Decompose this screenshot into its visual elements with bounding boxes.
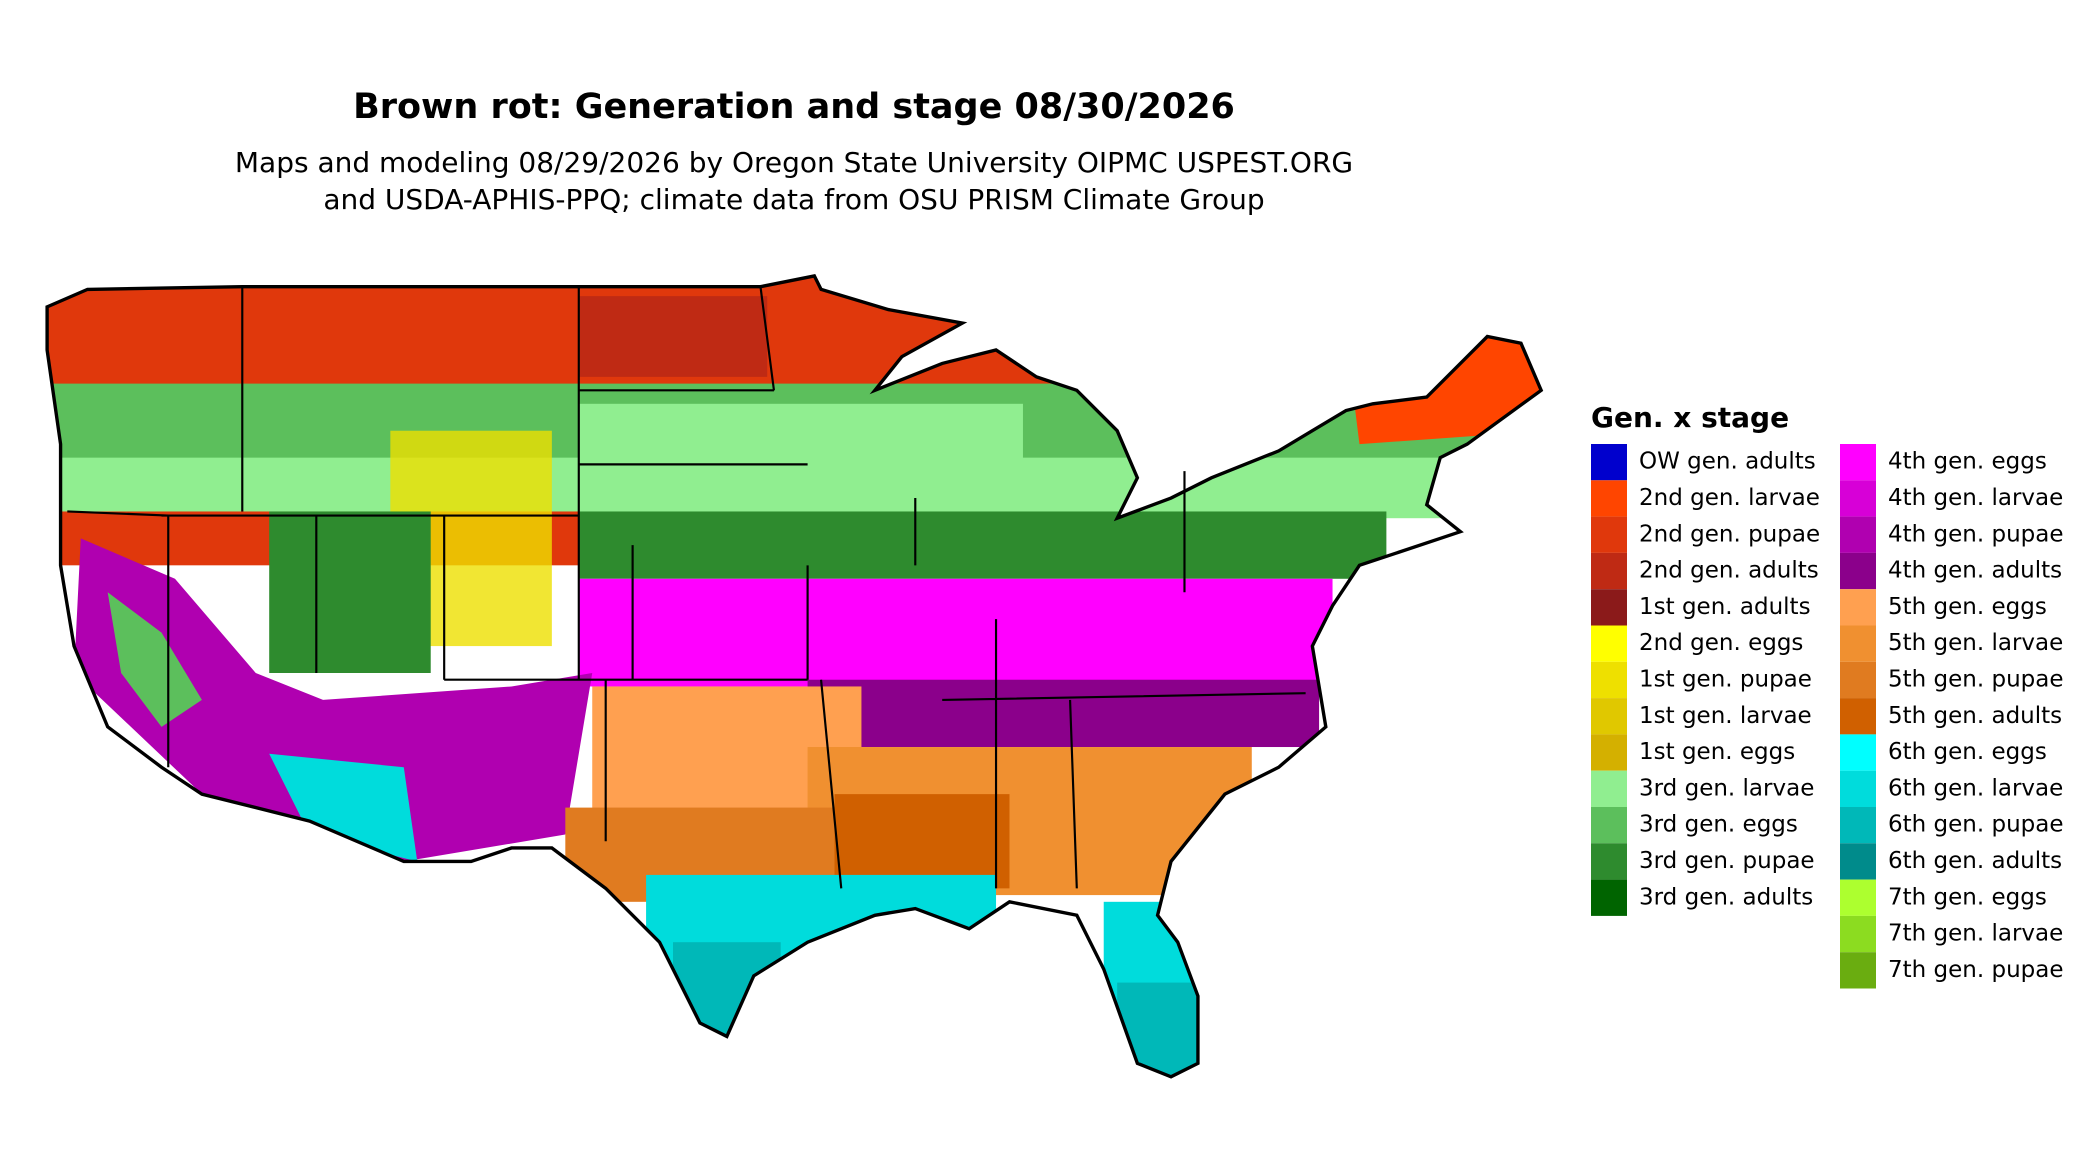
legend-label: 5th gen. adults bbox=[1888, 703, 2062, 729]
legend-swatch bbox=[1840, 552, 1876, 590]
legend-swatch bbox=[1840, 770, 1876, 807]
legend-label: 7th gen. larvae bbox=[1888, 921, 2063, 947]
legend-swatch bbox=[1840, 698, 1876, 735]
legend-swatch bbox=[1591, 444, 1627, 481]
legend-swatch bbox=[1591, 516, 1627, 553]
legend-label: 5th gen. eggs bbox=[1888, 594, 2047, 620]
legend-swatch bbox=[1591, 552, 1627, 590]
legend: OW gen. adults 2nd gen. larvae 2nd gen. pu… bbox=[1591, 444, 2064, 989]
legend-label: 1st gen. adults bbox=[1639, 594, 1811, 620]
legend-swatch bbox=[1591, 770, 1627, 807]
legend-label: 6th gen. larvae bbox=[1888, 775, 2063, 801]
legend-swatch bbox=[1591, 879, 1627, 916]
legend-label: OW gen. adults bbox=[1639, 449, 1816, 475]
legend-label: 2nd gen. adults bbox=[1639, 558, 1819, 584]
legend-label: 7th gen. pupae bbox=[1888, 957, 2064, 983]
legend-swatch bbox=[1591, 698, 1627, 735]
legend-label: 2nd gen. pupae bbox=[1639, 521, 1820, 547]
state-lines bbox=[67, 286, 1306, 889]
us-map bbox=[45, 274, 1543, 1079]
legend-swatch bbox=[1840, 589, 1876, 626]
legend-label: 5th gen. pupae bbox=[1888, 666, 2064, 692]
legend-swatch bbox=[1840, 807, 1876, 844]
legend-swatch bbox=[1591, 480, 1627, 517]
legend-label: 6th gen. adults bbox=[1888, 848, 2062, 874]
legend-label: 3rd gen. larvae bbox=[1639, 775, 1814, 801]
legend-swatch bbox=[1840, 480, 1876, 517]
legend-label: 4th gen. larvae bbox=[1888, 485, 2063, 511]
legend-swatch bbox=[1840, 625, 1876, 662]
legend-label: 7th gen. eggs bbox=[1888, 884, 2047, 910]
legend-swatch bbox=[1840, 879, 1876, 916]
legend-swatch bbox=[1840, 734, 1876, 771]
legend-swatch bbox=[1591, 807, 1627, 844]
legend-swatch bbox=[1591, 589, 1627, 626]
legend-label: 2nd gen. eggs bbox=[1639, 630, 1803, 656]
legend-label: 6th gen. pupae bbox=[1888, 812, 2064, 838]
legend-label: 5th gen. larvae bbox=[1888, 630, 2063, 656]
legend-swatch bbox=[1591, 625, 1627, 662]
map-subtitle: and USDA-APHIS-PPQ; climate data from OS… bbox=[323, 183, 1264, 216]
legend-label: 4th gen. pupae bbox=[1888, 521, 2064, 547]
legend-swatch bbox=[1591, 661, 1627, 699]
legend-swatch bbox=[1840, 915, 1876, 953]
legend-label: 1st gen. pupae bbox=[1639, 666, 1812, 692]
map-subtitle: Maps and modeling 08/29/2026 by Oregon S… bbox=[235, 146, 1353, 179]
legend-swatch bbox=[1840, 516, 1876, 553]
legend-label: 3rd gen. eggs bbox=[1639, 812, 1798, 838]
legend-label: 3rd gen. adults bbox=[1639, 884, 1813, 910]
legend-label: 3rd gen. pupae bbox=[1639, 848, 1815, 874]
legend-swatch bbox=[1840, 952, 1876, 989]
legend-swatch bbox=[1840, 843, 1876, 880]
legend-swatch bbox=[1840, 444, 1876, 481]
legend-label: 4th gen. adults bbox=[1888, 558, 2062, 584]
legend-label: 1st gen. larvae bbox=[1639, 703, 1812, 729]
legend-swatch bbox=[1591, 734, 1627, 771]
legend-label: 2nd gen. larvae bbox=[1639, 485, 1820, 511]
legend-swatch bbox=[1591, 843, 1627, 880]
legend-swatch bbox=[1840, 661, 1876, 699]
legend-title: Gen. x stage bbox=[1591, 401, 1789, 434]
map-title: Brown rot: Generation and stage 08/30/20… bbox=[353, 87, 1235, 127]
legend-label: 6th gen. eggs bbox=[1888, 739, 2047, 765]
legend-label: 4th gen. eggs bbox=[1888, 449, 2047, 475]
legend-label: 1st gen. eggs bbox=[1639, 739, 1795, 765]
